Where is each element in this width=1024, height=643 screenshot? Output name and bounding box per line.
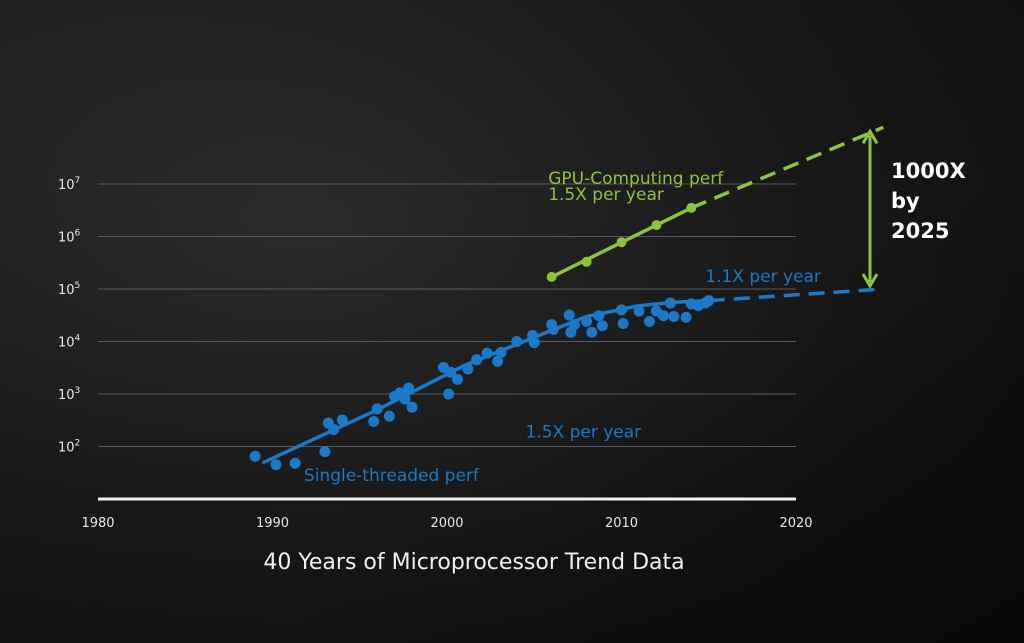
data-point [371, 403, 383, 415]
data-point [403, 382, 415, 394]
data-point [568, 319, 580, 331]
y-tick-label: 104 [58, 334, 81, 351]
data-point [289, 457, 301, 469]
data-point [471, 354, 483, 366]
growth-rate-label: 1.5X per year [526, 422, 642, 442]
projection-line [690, 125, 884, 210]
y-tick-exponent: 7 [75, 176, 81, 186]
data-point [547, 323, 559, 335]
data-point [581, 316, 593, 327]
y-tick-label: 106 [58, 229, 81, 246]
data-point [492, 355, 504, 367]
projection-line [708, 287, 884, 303]
y-tick-base: 10 [58, 336, 75, 351]
growth-rate-label: 1.1X per year [705, 267, 821, 287]
data-point [703, 295, 715, 307]
data-point [368, 416, 380, 427]
y-tick-label: 105 [58, 281, 80, 298]
data-point [596, 320, 608, 332]
data-point [616, 304, 627, 316]
y-tick-exponent: 3 [75, 386, 81, 396]
data-point [617, 318, 629, 329]
data-point [651, 220, 662, 231]
data-point [686, 202, 697, 213]
y-tick-base: 10 [58, 178, 75, 193]
y-tick-exponent: 5 [75, 281, 81, 291]
chart-title: 40 Years of Microprocessor Trend Data [263, 550, 685, 575]
series-name-label: GPU-Computing perf [548, 169, 724, 189]
y-tick-base: 10 [58, 231, 75, 246]
x-tick-label: 1980 [81, 516, 114, 531]
data-point [563, 309, 575, 321]
data-point [452, 373, 463, 385]
data-point [581, 256, 592, 267]
y-tick-label: 103 [58, 386, 80, 403]
growth-rate-label: 1.5X per year [548, 185, 664, 205]
data-point [336, 414, 348, 426]
data-point [593, 310, 605, 322]
data-point [399, 393, 411, 405]
grid-lines [98, 183, 796, 447]
data-point [511, 336, 523, 347]
data-point [328, 424, 340, 436]
data-point [664, 297, 676, 309]
data-point [481, 347, 493, 359]
y-tick-base: 10 [58, 441, 75, 456]
x-tick-label: 2020 [779, 516, 812, 531]
y-tick-label: 107 [58, 176, 80, 193]
data-point [319, 446, 331, 458]
data-point [443, 388, 455, 400]
growth-callout: 1000X by 2025 [861, 128, 966, 289]
y-tick-label: 102 [58, 439, 80, 456]
x-tick-label: 1990 [256, 516, 289, 531]
data-point [495, 346, 507, 358]
data-point [633, 305, 645, 317]
series-name-label: Single-threaded perf [304, 466, 480, 486]
data-point [616, 237, 627, 248]
data-point [668, 311, 680, 322]
data-point [270, 459, 282, 471]
y-tick-base: 10 [58, 388, 75, 403]
callout-text-line: by [891, 189, 920, 213]
data-point [657, 310, 669, 322]
data-point [643, 316, 655, 327]
data-point [680, 311, 692, 323]
data-point [528, 337, 540, 349]
x-axis-tick-labels: 1980 1990 2000 2010 2020 [81, 516, 812, 531]
y-tick-exponent: 2 [75, 439, 81, 449]
data-point [383, 410, 395, 422]
y-tick-exponent: 6 [75, 229, 81, 239]
x-tick-label: 2000 [430, 516, 463, 531]
y-tick-base: 10 [58, 283, 75, 298]
data-point [249, 450, 261, 462]
data-point [462, 363, 474, 375]
callout-text-line: 2025 [891, 219, 949, 243]
y-tick-exponent: 4 [75, 334, 81, 344]
data-point [546, 271, 557, 282]
x-tick-label: 2010 [605, 516, 638, 531]
data-point [445, 366, 456, 378]
callout-text-line: 1000X [891, 159, 966, 183]
callout-arrow-head-down [861, 273, 879, 289]
data-point [406, 401, 418, 413]
data-points [249, 202, 715, 471]
data-point [586, 326, 598, 338]
callout-arrow-head-up [861, 128, 879, 145]
